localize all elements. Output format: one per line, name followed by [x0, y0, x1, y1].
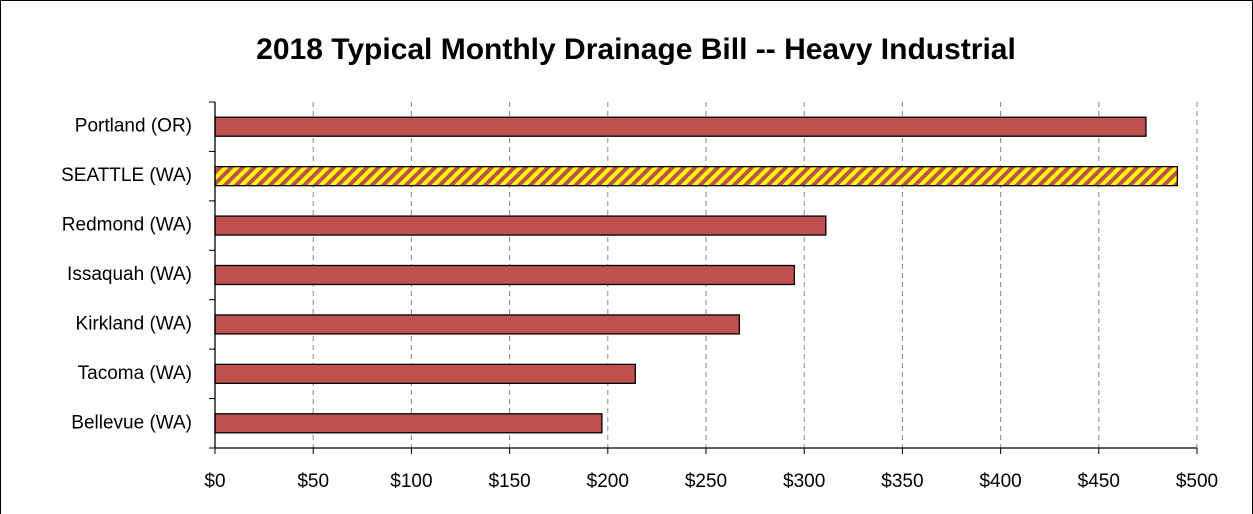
x-tick-label: $250: [685, 471, 727, 492]
x-tick-label: $350: [881, 471, 923, 492]
y-tick-label: Bellevue (WA): [71, 412, 192, 433]
x-tick-label: $200: [587, 471, 629, 492]
bar: [214, 215, 827, 236]
y-tick-label: Redmond (WA): [62, 215, 192, 236]
x-tick-label: $400: [979, 471, 1021, 492]
x-tick-label: $100: [390, 471, 432, 492]
y-tick-label: Kirkland (WA): [76, 313, 192, 334]
bar: [214, 116, 1147, 137]
x-tick-label: $450: [1078, 471, 1120, 492]
x-tick-label: $500: [1176, 471, 1218, 492]
x-tick-label: $150: [488, 471, 530, 492]
bar: [214, 264, 796, 286]
y-tick-label: Issaquah (WA): [67, 264, 192, 285]
y-tick-label: SEATTLE (WA): [61, 165, 192, 186]
bar: [214, 363, 636, 385]
y-tick-label: Portland (OR): [75, 116, 192, 137]
bar: [214, 413, 603, 434]
chart-title: 2018 Typical Monthly Drainage Bill -- He…: [256, 33, 1016, 66]
x-tick-label: $50: [297, 471, 329, 492]
x-tick-label: $300: [783, 471, 825, 492]
x-tick-label: $0: [204, 471, 225, 492]
y-tick-label: Tacoma (WA): [78, 363, 192, 384]
bar: [214, 314, 741, 335]
bar: [214, 165, 1179, 187]
